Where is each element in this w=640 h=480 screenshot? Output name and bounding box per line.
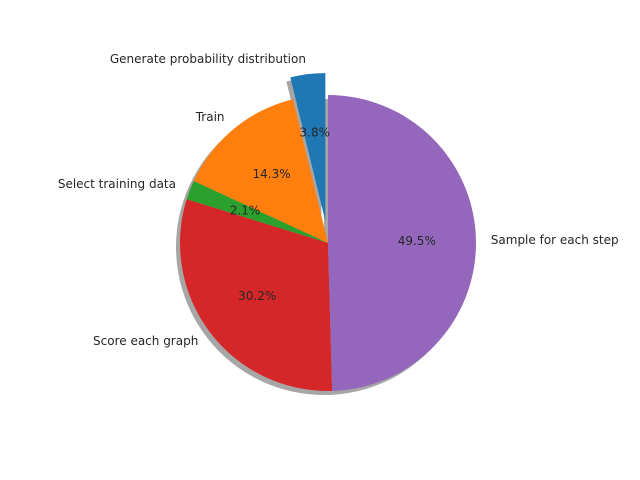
pct-label-sample-for-each-step: 49.5% [398, 234, 436, 248]
slice-label-score-each-graph: Score each graph [93, 334, 198, 348]
pct-label-select-training-data: 2.1% [230, 204, 261, 218]
slice-label-train: Train [195, 110, 225, 124]
pct-label-score-each-graph: 30.2% [238, 289, 276, 303]
slice-label-select-training-data: Select training data [58, 177, 176, 191]
pct-label-generate-probability-distribution: 3.8% [300, 125, 331, 139]
slice-generate-probability-distribution [290, 73, 326, 222]
slice-label-generate-probability-distribution: Generate probability distribution [110, 52, 306, 66]
pct-label-train: 14.3% [253, 167, 291, 181]
slice-select-training-data [186, 180, 328, 243]
slices [180, 73, 477, 392]
slice-score-each-graph [180, 199, 333, 392]
slice-label-sample-for-each-step: Sample for each step [491, 233, 619, 247]
slice-labels: Generate probability distribution Train Se… [58, 52, 619, 348]
percent-labels: 3.8% 14.3% 2.1% 30.2% 49.5% [230, 125, 436, 303]
slice-train [193, 99, 328, 243]
slice-sample-for-each-step [328, 95, 477, 391]
